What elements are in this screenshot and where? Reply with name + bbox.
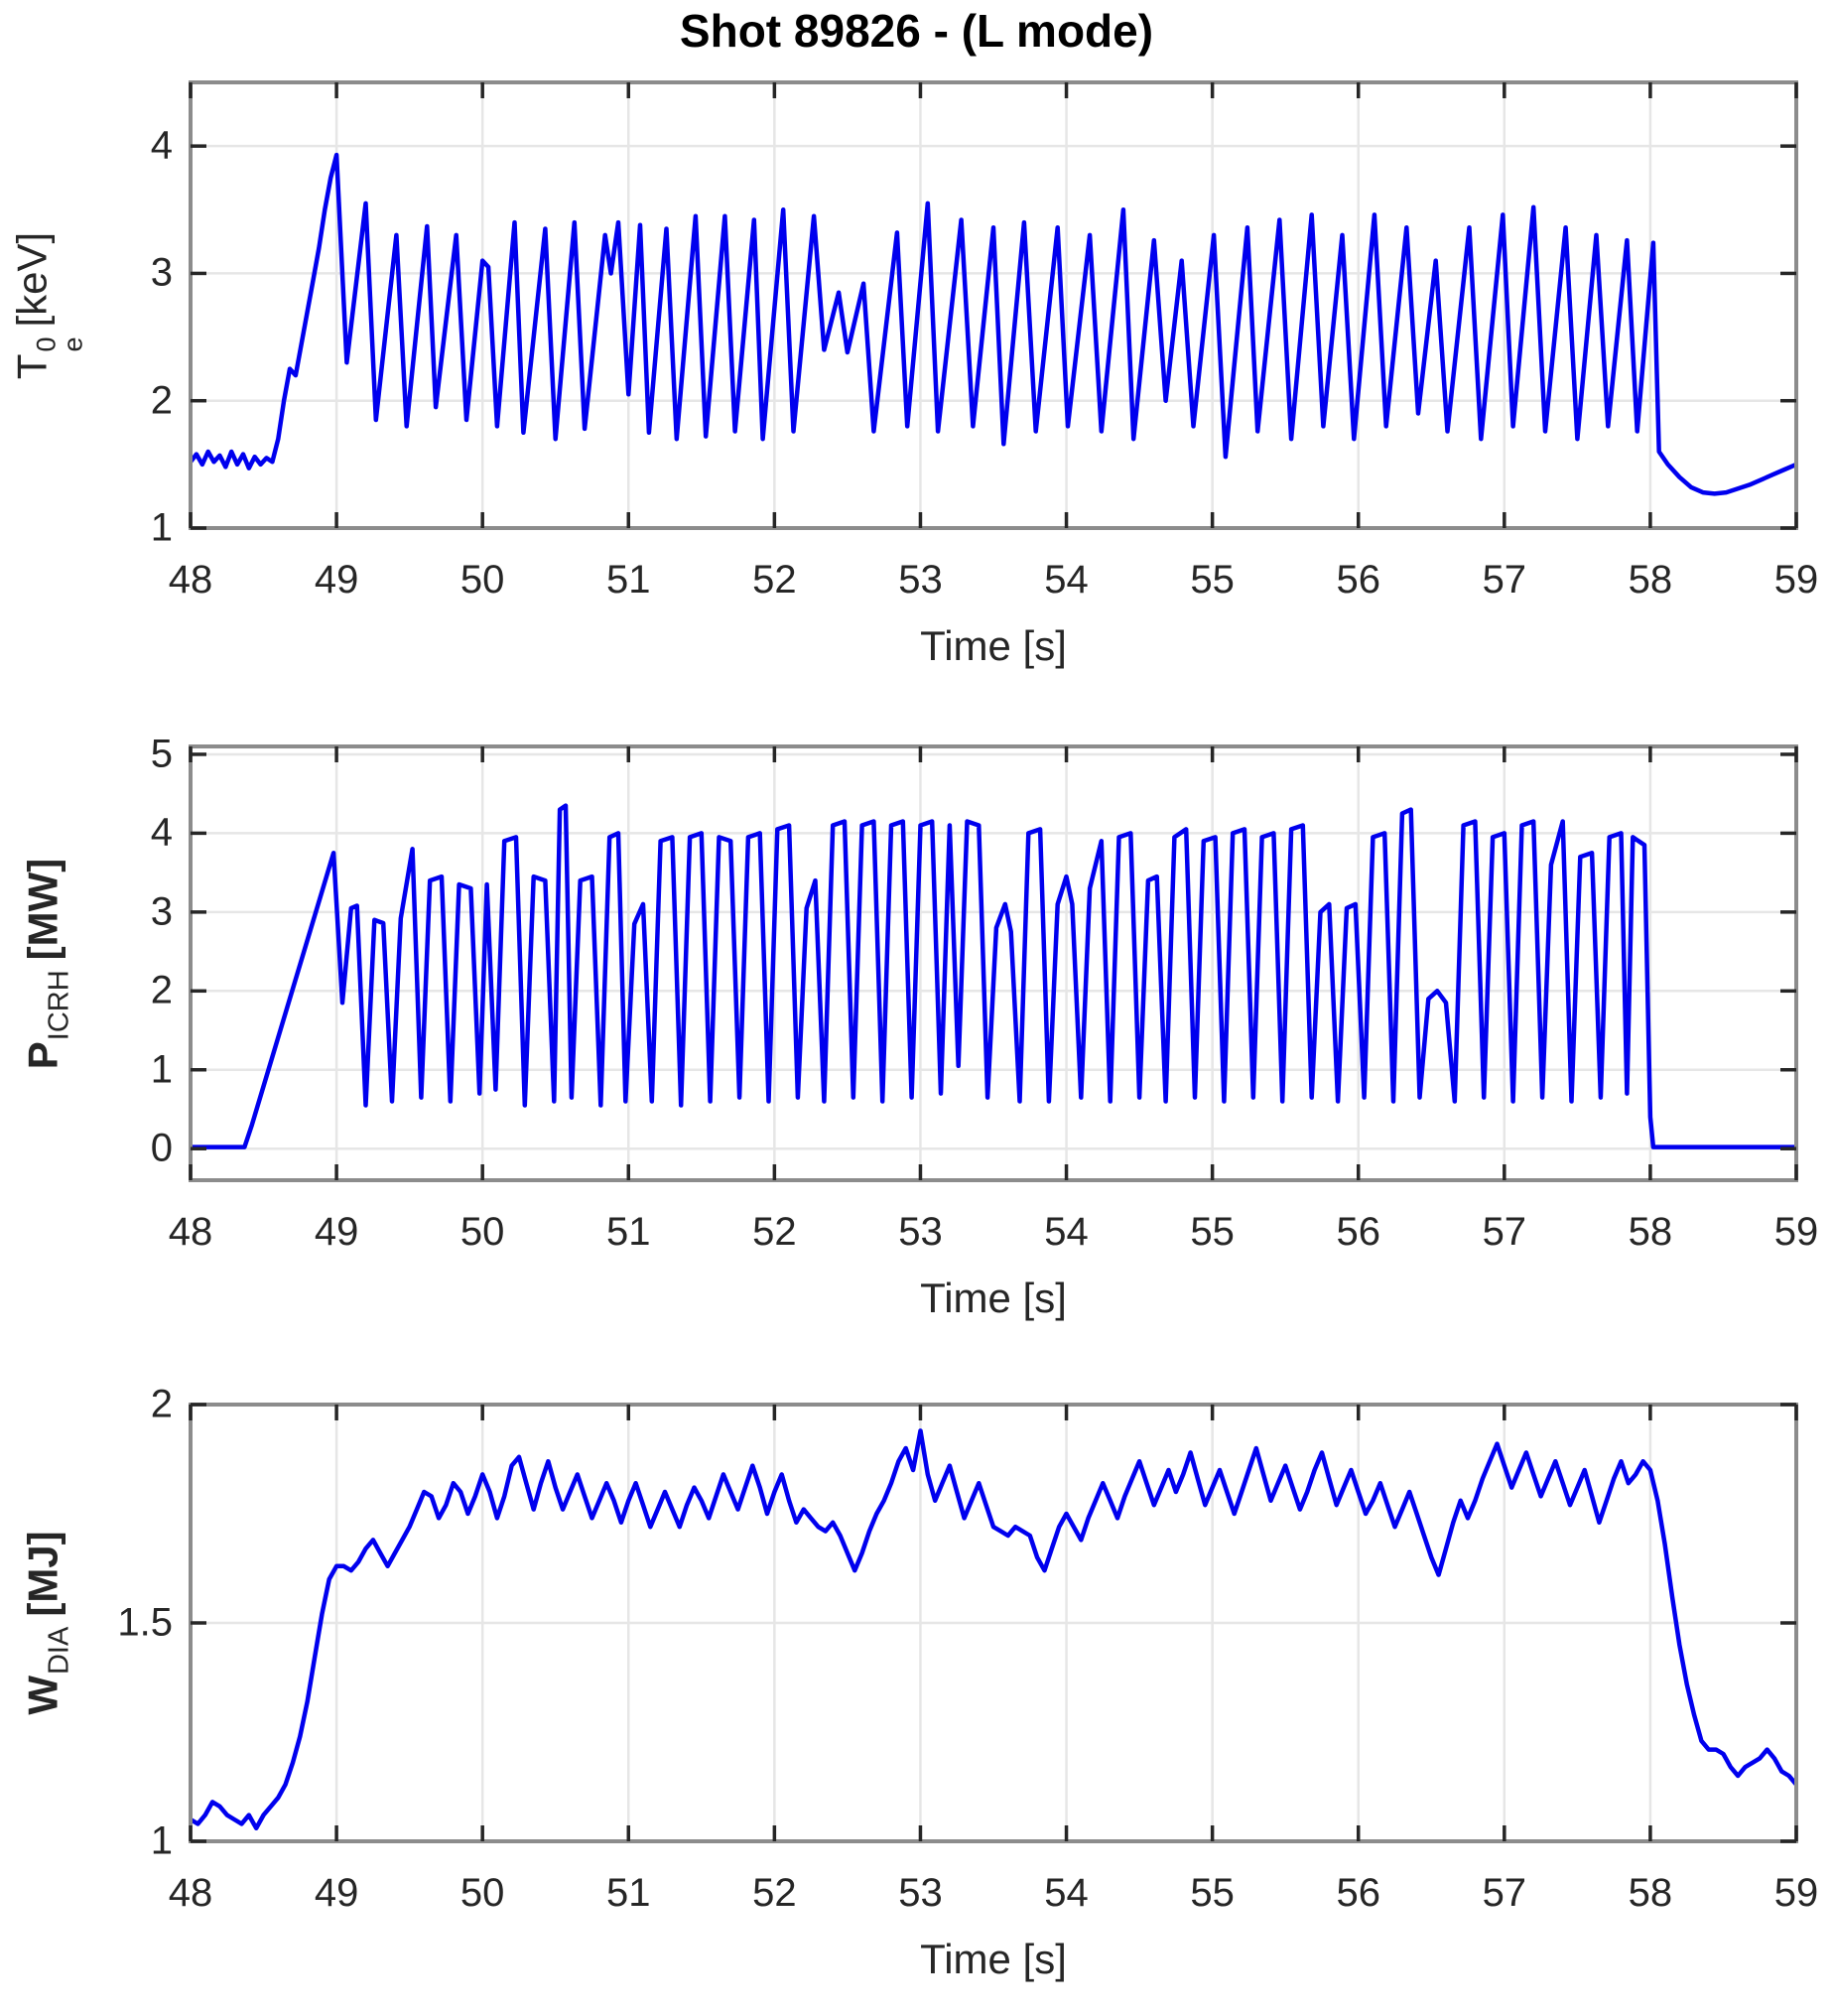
xtick-label-wdia: 52 [752, 1871, 797, 1915]
xtick-label-te0: 57 [1482, 558, 1527, 602]
ytick-label-te0: 1 [150, 505, 173, 550]
xtick-label-wdia: 54 [1044, 1871, 1089, 1915]
xtick-label-te0: 50 [459, 558, 505, 602]
ylabel-unit: [MW] [19, 858, 66, 960]
ylabel-base: T [8, 353, 56, 379]
xlabel-picrh: Time [s] [920, 1275, 1067, 1321]
ytick-label-picrh: 5 [150, 732, 173, 776]
ylabel-unit: [keV] [8, 231, 56, 328]
xtick-label-picrh: 52 [752, 1210, 797, 1254]
xtick-label-wdia: 50 [459, 1871, 505, 1915]
xtick-label-wdia: 57 [1482, 1871, 1527, 1915]
panel-picrh [189, 744, 1798, 1182]
ylabel-base: P [19, 1040, 66, 1069]
xtick-label-te0: 58 [1628, 558, 1673, 602]
series-te0 [191, 152, 1796, 496]
ytick-label-wdia: 2 [150, 1382, 173, 1426]
ytick-label-wdia: 1.5 [117, 1600, 173, 1645]
ytick-label-picrh: 1 [150, 1047, 173, 1092]
xtick-label-picrh: 58 [1628, 1210, 1673, 1254]
ytick-label-picrh: 2 [150, 968, 173, 1012]
ylabel-base: W [19, 1676, 66, 1715]
ylabel-unit: [MJ] [19, 1531, 66, 1617]
xtick-label-picrh: 49 [314, 1210, 359, 1254]
xtick-label-wdia: 48 [168, 1871, 213, 1915]
xtick-label-te0: 52 [752, 558, 797, 602]
xtick-label-wdia: 53 [898, 1871, 943, 1915]
ytick-label-wdia: 1 [150, 1818, 173, 1863]
xtick-label-picrh: 50 [459, 1210, 505, 1254]
series-wdia [191, 1428, 1796, 1831]
ylabel-picrh: PICRH [MW] [20, 858, 76, 1069]
ytick-label-picrh: 0 [150, 1126, 173, 1170]
axes-box [189, 744, 1798, 1182]
xtick-label-te0: 55 [1190, 558, 1235, 602]
panel-te0 [189, 80, 1798, 530]
ytick-label-te0: 3 [150, 250, 173, 295]
xtick-label-wdia: 51 [606, 1871, 651, 1915]
xtick-label-te0: 48 [168, 558, 213, 602]
xtick-label-wdia: 49 [314, 1871, 359, 1915]
xtick-label-picrh: 56 [1336, 1210, 1380, 1254]
xtick-label-te0: 49 [314, 558, 359, 602]
ytick-label-picrh: 4 [150, 810, 173, 855]
ylabel-te0: T 0 e [keV] [8, 231, 88, 379]
xtick-label-wdia: 58 [1628, 1871, 1673, 1915]
xlabel-te0: Time [s] [920, 622, 1067, 669]
xtick-label-picrh: 53 [898, 1210, 943, 1254]
xtick-label-te0: 53 [898, 558, 943, 602]
figure-title: Shot 89826 - (L mode) [679, 5, 1154, 57]
axes-box [189, 80, 1798, 530]
xtick-label-wdia: 56 [1336, 1871, 1380, 1915]
xtick-label-picrh: 54 [1044, 1210, 1089, 1254]
xtick-label-picrh: 51 [606, 1210, 651, 1254]
panel-wdia [189, 1403, 1798, 1843]
xtick-label-picrh: 57 [1482, 1210, 1527, 1254]
xtick-label-wdia: 55 [1190, 1871, 1235, 1915]
xtick-label-te0: 56 [1336, 558, 1380, 602]
ylabel-wdia: WDIA [MJ] [20, 1531, 76, 1714]
xtick-label-te0: 51 [606, 558, 651, 602]
xlabel-wdia: Time [s] [920, 1936, 1067, 1982]
xtick-label-te0: 54 [1044, 558, 1089, 602]
xtick-label-picrh: 55 [1190, 1210, 1235, 1254]
ytick-label-te0: 4 [150, 123, 173, 168]
xtick-label-wdia: 59 [1773, 1871, 1819, 1915]
ytick-label-te0: 2 [150, 378, 173, 423]
xtick-label-te0: 59 [1773, 558, 1819, 602]
series-picrh [191, 803, 1796, 1149]
ytick-label-picrh: 3 [150, 889, 173, 934]
ylabel-sub: ICRH [43, 969, 75, 1040]
xtick-label-picrh: 59 [1773, 1210, 1819, 1254]
xtick-label-picrh: 48 [168, 1210, 213, 1254]
ylabel-sub: DIA [43, 1626, 75, 1676]
